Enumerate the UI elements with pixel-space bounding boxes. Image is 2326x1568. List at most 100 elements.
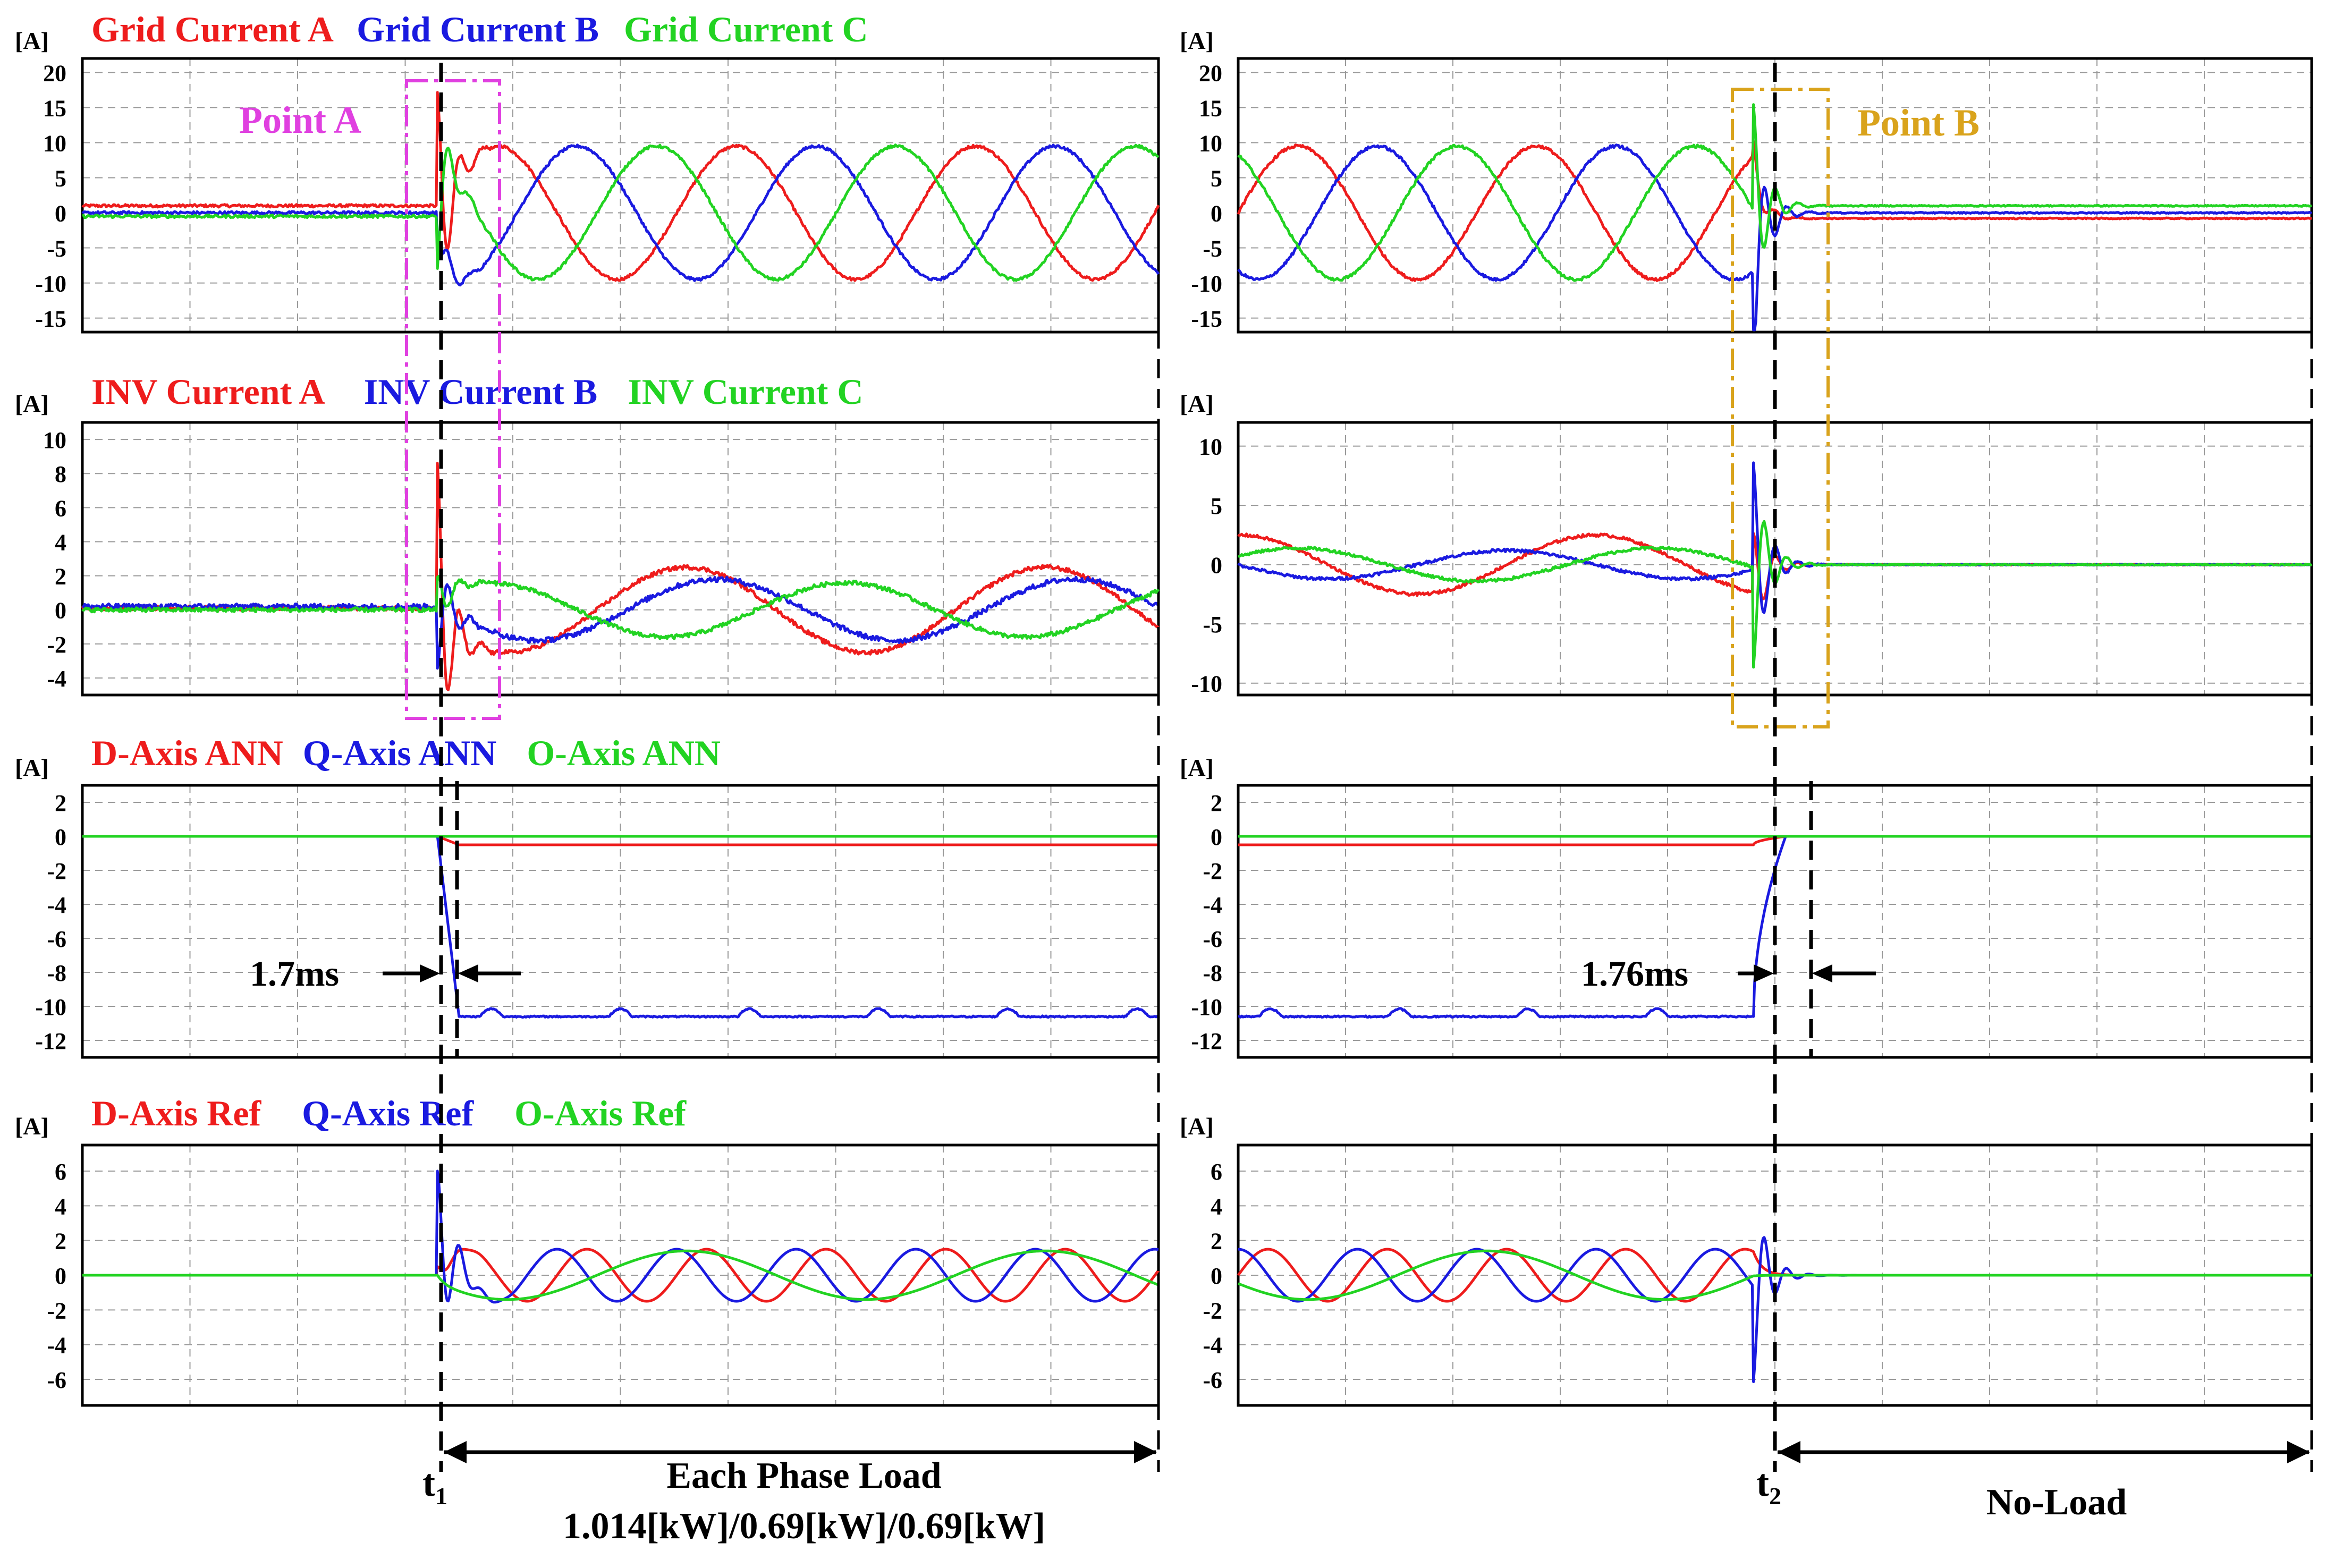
y-tick-label: 2 <box>55 1228 66 1255</box>
unit-label: [A] <box>15 390 49 417</box>
point-a-label: Point A <box>239 99 361 141</box>
span-arrowhead-left-end <box>1134 1441 1157 1463</box>
span-label-no-load: No-Load <box>1986 1482 2127 1523</box>
delay-arrowhead-left-in <box>420 964 440 982</box>
delay-label-left: 1.7ms <box>250 953 339 994</box>
y-tick-label: 5 <box>55 165 66 191</box>
y-tick-label: -2 <box>1203 858 1222 884</box>
plot-frame <box>81 57 1160 334</box>
y-tick-label: -6 <box>1203 926 1222 952</box>
y-tick-label: -10 <box>1191 671 1222 697</box>
plot-frame <box>81 784 1160 1059</box>
y-tick-label: 5 <box>1211 165 1222 191</box>
trace-grid-current-c <box>82 143 1160 282</box>
y-tick-label: 4 <box>1211 1193 1222 1219</box>
panel-right-0: 20 15 10 5 0 -5 -10 -15 <box>1191 57 2313 334</box>
y-tick-label: 0 <box>1211 201 1222 227</box>
span-label-load: Each Phase Load <box>666 1455 941 1496</box>
trace-inv-current-b <box>82 575 1160 670</box>
y-tick-label: 4 <box>55 529 66 555</box>
delay-label-right: 1.76ms <box>1581 953 1688 994</box>
legend-d-axis-ref: D-Axis Ref <box>91 1093 262 1133</box>
point-b-box <box>1731 88 1830 728</box>
trace-o-axis-ref <box>82 1249 1159 1301</box>
trace-grid-current-a <box>81 91 1160 282</box>
y-tick-label: 15 <box>1199 95 1222 121</box>
trace-grid-current-b <box>81 143 1160 287</box>
legend-q-axis-ann: Q-Axis ANN <box>303 733 497 773</box>
y-tick-label: -10 <box>35 994 66 1020</box>
panel-title-inv-current-left: INV Current A INV Current B INV Current … <box>91 371 864 412</box>
point-b-label: Point B <box>1857 101 1980 144</box>
panel-left-1: 10 8 6 4 2 0 -2 -4 <box>43 421 1160 697</box>
y-tick-label: 10 <box>1199 434 1222 460</box>
panel-right-3: 6 4 2 0 -2 -4 -6 <box>1203 1143 2313 1407</box>
y-tick-label: 10 <box>43 427 66 453</box>
y-tick-label: -10 <box>35 271 66 297</box>
legend-o-axis-ann: O-Axis ANN <box>527 733 721 773</box>
y-tick-label: 10 <box>1199 130 1222 156</box>
y-tick-label: -2 <box>47 858 66 884</box>
y-tick-label: -8 <box>47 960 66 986</box>
y-tick-label: 6 <box>55 1159 66 1185</box>
panel-right-2: 2 0 -2 -4 -6 -8 -10 -12 <box>1191 784 2313 1059</box>
y-tick-label: -4 <box>47 666 66 692</box>
y-tick-label: -10 <box>1191 994 1222 1020</box>
y-tick-label: -8 <box>1203 960 1222 986</box>
y-tick-label: -15 <box>35 306 66 332</box>
point-a-box <box>405 79 501 720</box>
y-tick-label: -15 <box>1191 306 1222 332</box>
y-tick-label: -2 <box>47 1298 66 1324</box>
legend-inv-current-b: INV Current B <box>364 371 598 412</box>
y-tick-label: 6 <box>55 495 66 521</box>
span-arrowhead-right-end <box>2287 1441 2310 1463</box>
y-tick-label: -6 <box>1203 1367 1222 1393</box>
y-tick-label: 8 <box>55 461 66 487</box>
unit-label: [A] <box>15 27 49 54</box>
panel-left-0: 20 15 10 5 0 -5 -10 -15 <box>35 57 1160 334</box>
y-tick-label: 2 <box>1211 1228 1222 1255</box>
span-arrowhead-right-start <box>1778 1441 1800 1463</box>
delay-arrowhead-left-out <box>458 964 478 982</box>
delay-arrowhead-right-in <box>1754 964 1774 982</box>
trace-o-axis-ref <box>1238 1249 2312 1301</box>
t1-label: t1 <box>422 1462 447 1510</box>
unit-label: [A] <box>15 754 49 781</box>
span-sublabel-load: 1.014[kW]/0.69[kW]/0.69[kW] <box>563 1506 1045 1547</box>
y-tick-label: -5 <box>1203 236 1222 262</box>
y-tick-label: -5 <box>1203 612 1222 638</box>
y-tick-label: 5 <box>1211 493 1222 519</box>
y-tick-label: -12 <box>1191 1028 1222 1054</box>
y-tick-label: 4 <box>55 1193 66 1219</box>
y-tick-label: -4 <box>47 892 66 918</box>
panel-title-ann-left: D-Axis ANN Q-Axis ANN O-Axis ANN <box>91 733 721 773</box>
delay-arrowhead-right-out <box>1812 964 1832 982</box>
legend-q-axis-ref: Q-Axis Ref <box>302 1093 474 1133</box>
y-tick-label: 0 <box>1211 553 1222 579</box>
plot-frame <box>81 421 1160 697</box>
unit-label: [A] <box>1180 754 1214 781</box>
y-tick-label: 20 <box>43 60 66 86</box>
y-tick-label: 0 <box>55 1263 66 1289</box>
y-tick-label: -6 <box>47 1367 66 1393</box>
y-tick-label: -4 <box>1203 892 1222 918</box>
y-tick-label: 0 <box>55 201 66 227</box>
legend-grid-current-b: Grid Current B <box>357 9 599 49</box>
y-tick-label: 20 <box>1199 60 1222 86</box>
legend-grid-current-c: Grid Current C <box>624 9 868 49</box>
y-tick-label: -4 <box>47 1333 66 1359</box>
unit-label: [A] <box>1180 27 1214 54</box>
legend-grid-current-a: Grid Current A <box>91 9 334 49</box>
y-tick-label: -2 <box>47 632 66 658</box>
t2-label: t2 <box>1756 1462 1781 1510</box>
unit-label: [A] <box>1180 390 1214 417</box>
trace-inv-current-c <box>81 574 1160 640</box>
y-tick-label: 15 <box>43 95 66 121</box>
unit-label: [A] <box>1180 1113 1214 1140</box>
y-tick-label: 0 <box>1211 824 1222 850</box>
y-tick-label: -12 <box>35 1028 66 1054</box>
y-tick-label: -5 <box>47 236 66 262</box>
trace-grid-current-a <box>1237 140 2312 282</box>
y-tick-label: 10 <box>43 130 66 156</box>
